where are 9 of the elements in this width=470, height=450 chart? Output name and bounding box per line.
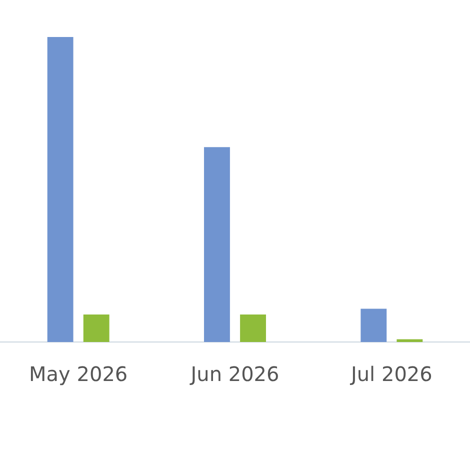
x-tick-label: Jul 2026 bbox=[348, 362, 432, 386]
bar bbox=[240, 314, 266, 342]
bar bbox=[396, 339, 423, 342]
bar bbox=[360, 308, 387, 342]
x-tick-label: May 2026 bbox=[29, 362, 128, 386]
bar bbox=[83, 314, 110, 342]
x-tick-label: Jun 2026 bbox=[188, 362, 280, 386]
bar bbox=[204, 147, 230, 342]
bar bbox=[47, 37, 74, 342]
